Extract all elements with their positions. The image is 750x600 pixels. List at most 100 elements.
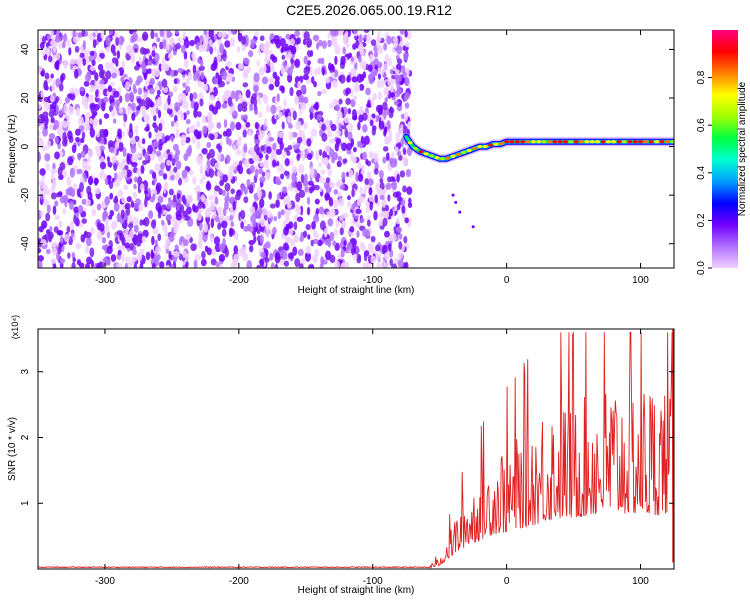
- noise-speckle: [74, 45, 80, 53]
- noise-speckle: [193, 101, 199, 111]
- noise-speckle: [135, 79, 141, 86]
- noise-speckle: [236, 140, 242, 148]
- noise-speckle: [331, 155, 336, 164]
- noise-speckle: [369, 119, 374, 127]
- noise-speckle: [404, 30, 408, 38]
- noise-speckle: [296, 216, 304, 222]
- noise-speckle: [396, 45, 403, 55]
- chart-title: C2E5.2026.065.00.19.R12: [286, 2, 452, 18]
- noise-speckle: [259, 234, 264, 245]
- noise-speckle: [158, 169, 164, 177]
- noise-speckle: [143, 73, 148, 81]
- noise-speckle: [196, 212, 202, 221]
- noise-speckle: [157, 212, 162, 219]
- noise-speckle: [126, 152, 131, 163]
- noise-speckle: [208, 133, 215, 140]
- noise-speckle: [58, 82, 64, 92]
- noise-speckle: [109, 95, 115, 104]
- noise-speckle: [133, 263, 138, 268]
- noise-speckle: [151, 235, 155, 246]
- noise-speckle: [196, 72, 201, 82]
- noise-speckle: [383, 42, 388, 51]
- noise-speckle: [206, 152, 211, 161]
- noise-speckle: [70, 188, 76, 198]
- noise-speckle: [355, 208, 362, 215]
- noise-speckle: [404, 42, 410, 48]
- noise-speckle: [345, 97, 351, 106]
- noise-speckle: [214, 215, 220, 223]
- noise-speckle: [89, 117, 93, 125]
- noise-speckle: [137, 87, 143, 96]
- noise-speckle: [87, 175, 94, 186]
- noise-speckle: [196, 140, 201, 150]
- noise-speckle: [398, 127, 403, 135]
- noise-speckle: [232, 144, 236, 150]
- noise-speckle: [301, 150, 306, 157]
- noise-speckle: [166, 203, 172, 210]
- x-tick-label: -300: [95, 275, 115, 286]
- noise-speckle: [360, 135, 365, 144]
- noise-speckle: [365, 229, 371, 239]
- noise-speckle: [345, 87, 352, 95]
- noise-speckle: [52, 263, 57, 268]
- noise-speckle: [338, 98, 343, 105]
- noise-speckle: [358, 55, 362, 63]
- noise-speckle: [180, 112, 185, 121]
- noise-speckle: [318, 176, 326, 183]
- noise-speckle: [279, 141, 284, 151]
- noise-speckle: [78, 124, 85, 132]
- noise-speckle: [265, 229, 270, 239]
- noise-speckle: [67, 105, 75, 116]
- noise-speckle: [303, 66, 310, 76]
- x-tick-label: -200: [229, 576, 249, 587]
- noise-speckle: [342, 46, 346, 55]
- noise-speckle: [365, 205, 370, 214]
- noise-speckle: [59, 162, 66, 171]
- noise-speckle: [224, 182, 231, 192]
- noise-speckle: [71, 261, 76, 268]
- noise-speckle: [88, 94, 95, 104]
- noise-speckle: [351, 115, 358, 121]
- noise-speckle: [170, 174, 175, 181]
- noise-speckle: [298, 189, 306, 198]
- noise-speckle: [344, 184, 349, 191]
- noise-speckle: [197, 201, 203, 209]
- noise-speckle: [269, 49, 273, 56]
- noise-speckle: [225, 128, 232, 137]
- noise-speckle: [331, 36, 336, 46]
- noise-speckle: [264, 117, 268, 127]
- noise-speckle: [407, 83, 412, 90]
- noise-speckle: [186, 110, 190, 116]
- noise-speckle: [379, 177, 384, 184]
- noise-speckle: [38, 225, 44, 233]
- noise-speckle: [401, 204, 406, 214]
- noise-speckle: [96, 230, 103, 240]
- noise-speckle: [208, 30, 215, 39]
- noise-speckle: [309, 166, 315, 176]
- noise-speckle: [141, 138, 146, 145]
- noise-speckle: [224, 247, 229, 258]
- noise-speckle: [202, 83, 209, 92]
- noise-speckle: [380, 78, 385, 89]
- noise-speckle: [75, 136, 80, 143]
- noise-speckle: [363, 252, 368, 262]
- noise-speckle: [192, 92, 198, 100]
- noise-speckle: [136, 252, 143, 262]
- x-tick-label: -300: [95, 576, 115, 587]
- noise-speckle: [188, 169, 194, 176]
- noise-speckle: [378, 107, 383, 116]
- noise-speckle: [202, 125, 208, 135]
- noise-speckle: [166, 264, 170, 268]
- noise-speckle: [393, 42, 398, 48]
- noise-speckle: [105, 70, 112, 80]
- noise-speckle: [91, 59, 96, 67]
- noise-speckle: [174, 171, 180, 182]
- noise-speckle: [166, 107, 173, 115]
- noise-speckle: [254, 168, 259, 178]
- noise-speckle: [294, 58, 301, 68]
- noise-speckle: [222, 207, 227, 217]
- noise-speckle: [99, 161, 107, 170]
- noise-speckle: [154, 162, 161, 172]
- noise-speckle: [228, 227, 233, 238]
- noise-speckle: [209, 233, 214, 244]
